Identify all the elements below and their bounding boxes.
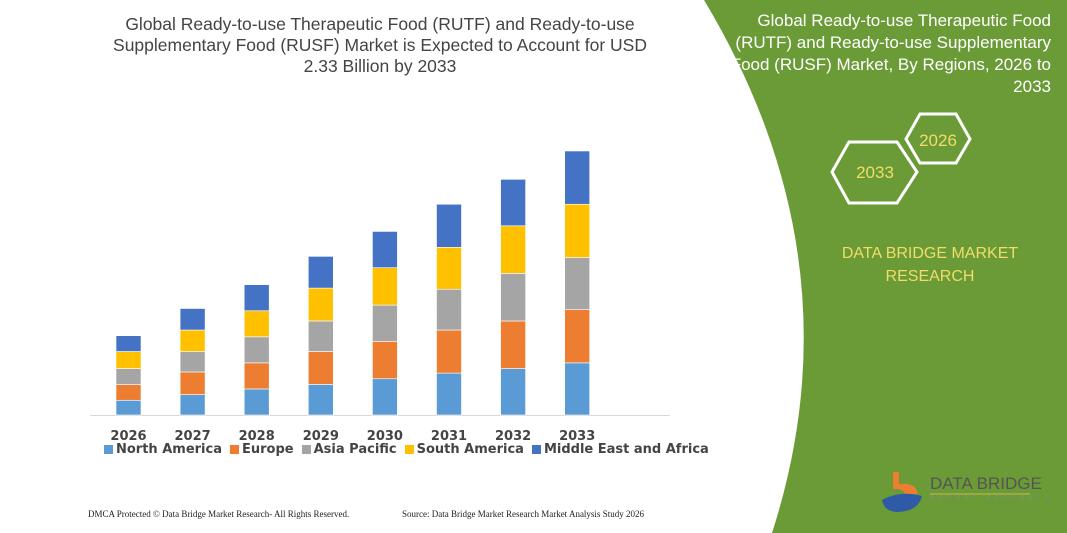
bar-segment-2029-middle-east-and-africa <box>307 256 334 289</box>
legend-item: Europe <box>230 442 294 457</box>
bar-segment-2026-north-america <box>115 399 142 416</box>
bar-segment-2029-north-america <box>307 384 334 416</box>
hexagon-2026 <box>904 112 972 165</box>
legend-swatch <box>301 445 311 454</box>
legend-swatch <box>404 445 414 454</box>
x-tick-label: 2027 <box>175 429 211 444</box>
bar-segment-2033-middle-east-and-africa <box>564 150 591 205</box>
legend-item: Asia Pacific <box>301 442 397 457</box>
bar-segment-2030-south-america <box>372 267 398 306</box>
hex-2026-label: 2026 <box>919 131 957 150</box>
x-tick-label: 2030 <box>367 429 403 444</box>
bar-segment-2030-north-america <box>372 378 398 416</box>
bar-segment-2028-europe <box>243 362 270 390</box>
bar-segment-2029-europe <box>307 351 334 385</box>
panel-title: Global Ready-to-use Therapeutic Food (RU… <box>730 11 1051 96</box>
x-tick-label: 2031 <box>431 429 467 444</box>
bar-segment-2032-middle-east-and-africa <box>500 179 526 227</box>
x-tick-label: 2032 <box>495 429 531 444</box>
bar-segment-2030-middle-east-and-africa <box>372 231 398 269</box>
bar-segment-2031-asia-pacific <box>436 288 462 331</box>
footer-copyright: DMCA Protected © Data Bridge Market Rese… <box>88 509 350 519</box>
green-panel <box>704 0 1067 533</box>
bar-segment-2031-north-america <box>436 372 462 416</box>
bar-segment-2026-south-america <box>115 351 142 369</box>
bar-segment-2028-south-america <box>243 310 270 338</box>
bar-segment-2026-middle-east-and-africa <box>115 335 142 352</box>
bar-segment-2027-europe <box>179 371 206 395</box>
bar-segment-2027-asia-pacific <box>179 351 206 373</box>
legend-item: South America <box>404 442 524 457</box>
bar-segment-2033-north-america <box>564 362 591 416</box>
stacked-bar-chart: 2026 2027 2028 2029 2030 2031 2032 2033 <box>90 150 670 444</box>
bar-segment-2030-europe <box>372 341 398 380</box>
logo-text: DATA BRIDGE <box>930 474 1042 493</box>
logo-subtext: MARKET RESEARCH <box>930 495 1055 501</box>
legend-label: Europe <box>242 442 294 457</box>
bar-segment-2031-south-america <box>436 247 462 290</box>
x-tick-label: 2028 <box>239 429 275 444</box>
bar-segment-2026-asia-pacific <box>115 368 142 385</box>
page-title: Global Ready-to-use Therapeutic Food (RU… <box>113 14 647 76</box>
legend-swatch <box>230 445 239 454</box>
bar-segment-2028-north-america <box>243 388 270 416</box>
legend-swatch <box>531 445 541 454</box>
bar-segment-2033-asia-pacific <box>564 257 591 310</box>
bar-segment-2029-asia-pacific <box>307 320 334 352</box>
bar-segment-2032-north-america <box>500 368 526 416</box>
bar-segment-2026-europe <box>115 384 142 401</box>
x-tick-label: 2029 <box>303 429 339 444</box>
legend-item: Middle East and Africa <box>531 442 709 457</box>
footer-source: Source: Data Bridge Market Research Mark… <box>402 509 644 519</box>
logo-icon <box>882 472 922 512</box>
legend-label: Middle East and Africa <box>543 442 709 457</box>
hex-2033-label: 2033 <box>856 163 894 182</box>
bar-segment-2032-europe <box>500 320 526 369</box>
bar-segment-2027-middle-east-and-africa <box>179 308 206 331</box>
chart-legend: North America Europe Asia Pacific South Ame… <box>104 442 709 457</box>
bar-segment-2027-south-america <box>179 329 206 352</box>
legend-label: North America <box>116 442 222 457</box>
bar-segment-2033-south-america <box>564 203 591 258</box>
bar-segment-2031-europe <box>436 329 462 374</box>
x-tick-label: 2033 <box>559 429 595 444</box>
bar-segment-2030-asia-pacific <box>372 304 398 342</box>
bar-segment-2027-north-america <box>179 394 206 416</box>
bar-segment-2028-middle-east-and-africa <box>243 284 270 312</box>
hexagon-2033 <box>830 140 919 205</box>
bar-segment-2033-europe <box>564 309 591 364</box>
bar-segment-2032-south-america <box>500 225 526 274</box>
bar-segment-2031-middle-east-and-africa <box>436 203 462 248</box>
legend-swatch <box>104 445 113 454</box>
x-tick-label: 2026 <box>110 429 146 444</box>
bar-segment-2028-asia-pacific <box>243 336 270 364</box>
legend-label: South America <box>416 442 524 457</box>
bar-segment-2032-asia-pacific <box>500 273 526 322</box>
brand-name: DATA BRIDGE MARKET RESEARCH <box>841 245 1019 285</box>
legend-item: North America <box>104 442 222 457</box>
bar-segment-2029-south-america <box>307 287 334 322</box>
legend-label: Asia Pacific <box>313 442 397 457</box>
